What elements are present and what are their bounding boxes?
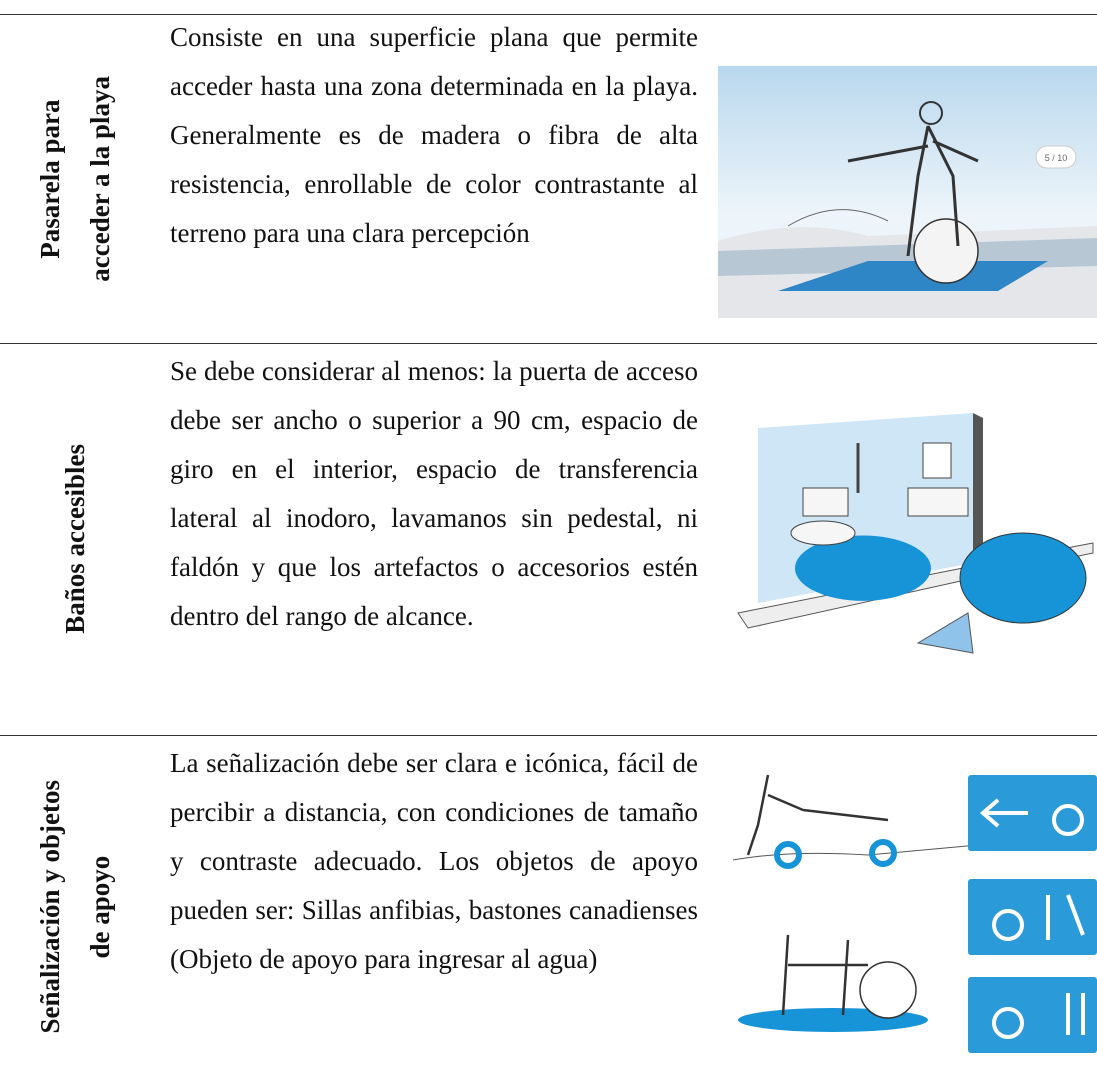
bathroom-illustration [737, 413, 1094, 654]
label-line: acceder a la playa [85, 75, 115, 282]
row-label: Pasarela para acceder a la playa [0, 14, 150, 343]
label-line: Pasarela para [35, 98, 65, 259]
row-label: Señalización y objetos de apoyo [0, 735, 150, 1079]
label-line: Señalización y objetos [35, 780, 65, 1034]
rule [0, 343, 1097, 344]
description: Consiste en una superficie plana que per… [170, 22, 698, 248]
label-line: de apoyo [85, 855, 115, 959]
table-row: Señalización y objetos de apoyo La señal… [0, 735, 1097, 1079]
rule [0, 14, 1097, 15]
label-line: Baños accesibles [60, 444, 90, 634]
walkway-illustration: 5 / 10 [718, 66, 1097, 318]
signage-illustration [732, 774, 1097, 1053]
rule [0, 735, 1097, 736]
row-label: Baños accesibles [0, 343, 150, 735]
description: La señalización debe ser clara e icónica… [170, 748, 698, 974]
table-row: Pasarela para acceder a la playa Consist… [0, 14, 1097, 343]
description: Se debe considerar al menos: la puerta d… [170, 356, 698, 631]
image-caption: 5 / 10 [1045, 153, 1068, 163]
table-row: Baños accesibles Se debe considerar al m… [0, 343, 1097, 735]
